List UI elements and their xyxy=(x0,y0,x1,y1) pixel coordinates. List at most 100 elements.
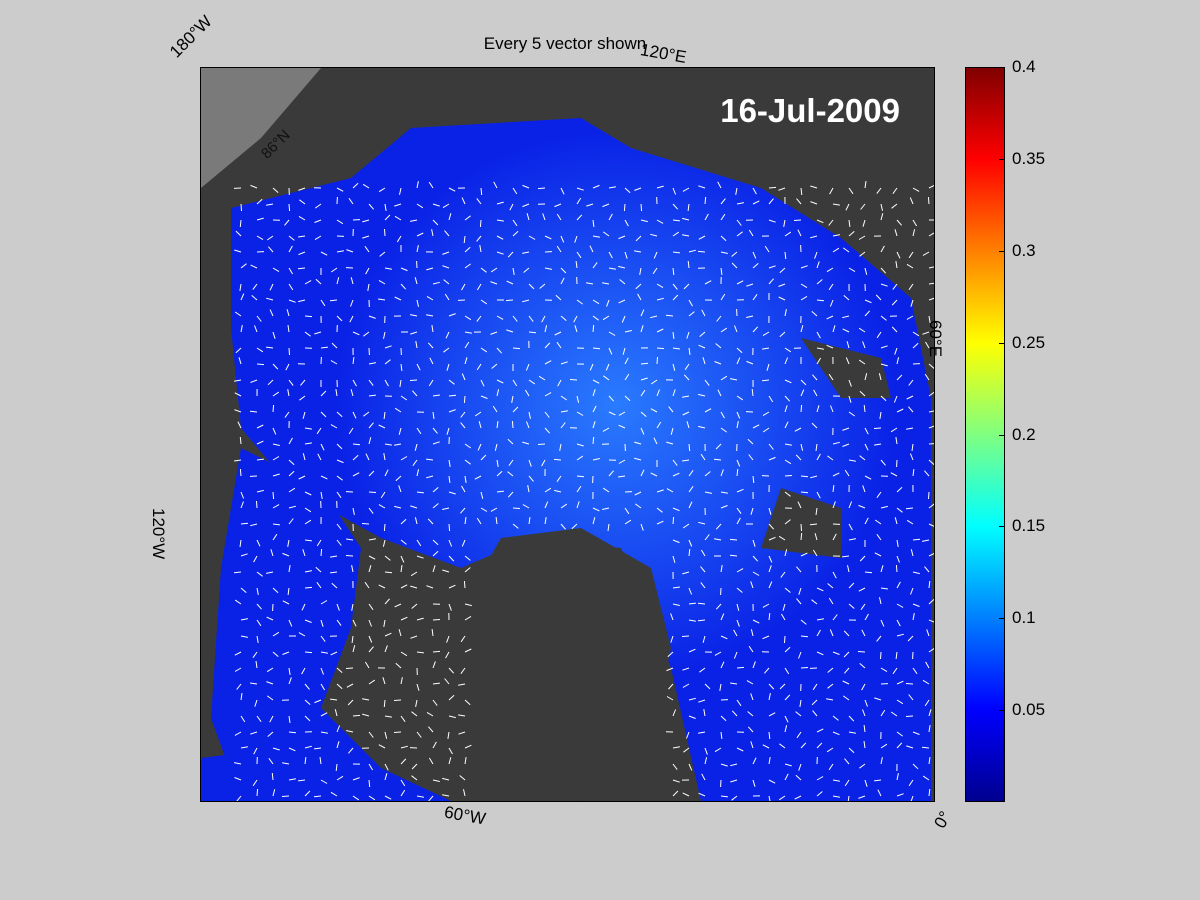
velocity-arrow xyxy=(800,523,802,532)
velocity-arrow xyxy=(334,709,338,717)
velocity-arrow xyxy=(236,795,242,801)
velocity-arrow xyxy=(592,262,598,269)
velocity-arrow xyxy=(672,267,675,276)
velocity-arrow xyxy=(234,599,242,605)
velocity-arrow xyxy=(688,715,696,719)
velocity-arrow xyxy=(924,373,930,381)
velocity-arrow xyxy=(784,725,788,733)
velocity-arrow xyxy=(250,184,258,189)
velocity-arrow xyxy=(864,517,869,525)
velocity-arrow xyxy=(400,267,408,272)
velocity-arrow xyxy=(857,651,866,653)
velocity-arrow xyxy=(378,279,386,285)
velocity-arrow xyxy=(784,694,791,701)
velocity-arrow xyxy=(864,613,869,621)
velocity-arrow xyxy=(478,421,482,429)
velocity-arrow xyxy=(843,651,850,658)
velocity-arrow xyxy=(896,619,901,627)
velocity-arrow xyxy=(272,363,279,370)
velocity-arrow xyxy=(752,571,760,576)
velocity-arrow xyxy=(272,427,277,435)
velocity-arrow xyxy=(910,587,914,595)
velocity-arrow xyxy=(784,549,788,557)
velocity-arrow xyxy=(697,619,706,622)
velocity-arrow xyxy=(522,184,530,189)
velocity-arrow xyxy=(304,442,312,445)
velocity-arrow xyxy=(351,603,354,611)
velocity-arrow xyxy=(845,203,850,211)
velocity-arrow xyxy=(432,411,435,419)
velocity-arrow xyxy=(811,311,818,317)
velocity-arrow xyxy=(862,485,866,493)
velocity-arrow xyxy=(731,795,738,801)
velocity-arrow xyxy=(592,517,596,525)
velocity-arrow xyxy=(410,571,418,577)
velocity-arrow xyxy=(736,699,742,707)
velocity-arrow xyxy=(672,779,680,783)
velocity-arrow xyxy=(640,309,645,317)
velocity-arrow xyxy=(928,523,934,527)
velocity-arrow xyxy=(700,566,706,573)
velocity-arrow xyxy=(256,619,262,627)
velocity-arrow xyxy=(301,603,306,611)
velocity-arrow xyxy=(288,245,293,253)
velocity-arrow xyxy=(448,757,452,765)
velocity-arrow xyxy=(618,265,626,269)
velocity-arrow xyxy=(400,779,406,787)
velocity-arrow xyxy=(800,325,804,333)
velocity-arrow xyxy=(394,603,402,608)
velocity-arrow xyxy=(304,491,312,496)
velocity-arrow xyxy=(319,757,322,765)
velocity-arrow xyxy=(682,187,690,192)
velocity-arrow xyxy=(256,587,259,595)
velocity-arrow xyxy=(832,779,840,782)
velocity-arrow xyxy=(432,619,441,621)
velocity-arrow xyxy=(717,181,722,189)
velocity-arrow xyxy=(864,373,868,381)
velocity-arrow xyxy=(736,202,744,205)
velocity-arrow xyxy=(269,283,274,291)
velocity-arrow xyxy=(925,341,930,349)
velocity-arrow xyxy=(747,438,754,445)
velocity-arrow xyxy=(463,235,466,244)
svalbard-land xyxy=(761,488,841,558)
velocity-arrow xyxy=(252,651,258,658)
velocity-arrow xyxy=(474,411,482,417)
velocity-arrow xyxy=(287,325,290,333)
velocity-arrow xyxy=(272,789,276,797)
velocity-arrow xyxy=(304,280,312,285)
velocity-arrow xyxy=(800,295,808,301)
map-canvas xyxy=(201,68,934,801)
velocity-arrow xyxy=(812,710,818,717)
velocity-arrow xyxy=(736,280,744,285)
velocity-arrow xyxy=(720,491,728,494)
velocity-arrow xyxy=(304,699,311,705)
velocity-arrow xyxy=(432,219,439,226)
velocity-arrow xyxy=(362,698,370,701)
velocity-arrow xyxy=(432,650,441,653)
velocity-arrow xyxy=(906,519,914,525)
velocity-arrow xyxy=(352,411,357,419)
velocity-arrow xyxy=(640,203,643,212)
velocity-arrow xyxy=(798,587,802,595)
velocity-arrow xyxy=(720,715,727,722)
velocity-arrow xyxy=(800,619,807,625)
colorbar-tick-label: 0.4 xyxy=(1012,57,1036,76)
velocity-arrow xyxy=(522,441,530,445)
velocity-arrow xyxy=(686,731,690,739)
velocity-arrow xyxy=(368,635,373,643)
velocity-arrow xyxy=(603,375,610,381)
velocity-arrow xyxy=(672,363,676,371)
velocity-arrow xyxy=(909,197,914,205)
velocity-arrow xyxy=(910,795,914,801)
velocity-arrow xyxy=(704,747,708,755)
velocity-arrow xyxy=(713,458,722,461)
velocity-arrow xyxy=(715,343,722,349)
velocity-arrow xyxy=(384,571,393,574)
velocity-arrow xyxy=(477,443,482,451)
velocity-arrow xyxy=(816,261,820,269)
velocity-arrow xyxy=(384,795,392,800)
velocity-arrow xyxy=(784,347,792,353)
velocity-arrow xyxy=(688,697,696,701)
velocity-arrow xyxy=(602,315,610,321)
